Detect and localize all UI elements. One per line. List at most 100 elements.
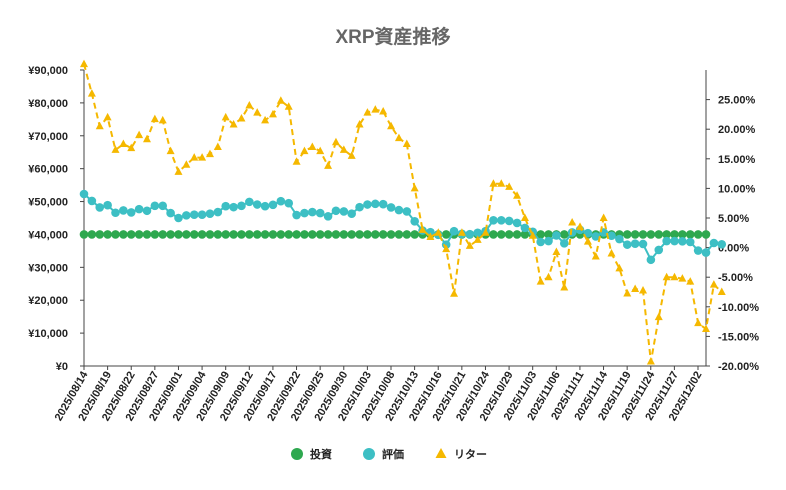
data-point	[347, 209, 356, 219]
data-point	[237, 114, 246, 122]
right-tick-label: -5.00%	[718, 272, 753, 284]
data-point	[126, 208, 136, 217]
data-point	[693, 246, 703, 255]
data-point	[150, 201, 160, 211]
data-point	[536, 237, 545, 247]
data-point	[622, 240, 632, 249]
data-point	[717, 287, 726, 295]
data-point	[639, 286, 648, 294]
data-point	[654, 312, 663, 321]
data-point	[410, 216, 419, 226]
data-point	[103, 200, 112, 210]
data-point	[450, 289, 459, 297]
left-tick-label: ¥80,000	[28, 98, 68, 110]
data-point	[276, 230, 286, 239]
data-point	[678, 274, 687, 282]
data-point	[638, 239, 648, 249]
data-point	[504, 216, 514, 226]
data-point	[654, 230, 664, 239]
data-point	[205, 230, 215, 239]
data-point	[709, 280, 718, 288]
data-point	[142, 230, 152, 239]
data-point	[213, 207, 223, 217]
data-point	[268, 109, 277, 118]
data-point	[441, 230, 451, 239]
data-point	[709, 238, 719, 248]
data-point	[434, 228, 443, 236]
data-point	[284, 230, 294, 239]
chart-title: XRP資産推移	[335, 25, 450, 48]
data-point	[135, 130, 144, 139]
data-point	[670, 236, 679, 246]
data-point	[111, 230, 120, 239]
data-point	[496, 230, 506, 239]
series-1	[79, 189, 727, 265]
data-point	[308, 207, 317, 217]
data-point	[158, 201, 168, 211]
data-point	[166, 208, 175, 218]
data-point	[418, 225, 427, 233]
data-point	[662, 230, 671, 239]
data-point	[662, 236, 671, 246]
data-point	[197, 230, 207, 239]
data-point	[158, 115, 167, 124]
data-point	[284, 102, 293, 110]
data-point	[103, 230, 112, 239]
data-point	[127, 143, 136, 152]
data-point	[552, 231, 561, 240]
data-point	[339, 230, 349, 239]
data-point	[654, 245, 664, 255]
data-point	[276, 196, 286, 206]
right-axis-ticks: -20.00% -15.00% -10.00% -5.00% 0.00% 5.00% 10.…	[706, 95, 759, 373]
data-point	[189, 210, 199, 220]
data-point	[544, 230, 553, 239]
data-point	[245, 101, 254, 109]
legend-marker	[435, 448, 447, 458]
data-point	[378, 230, 388, 239]
data-point	[512, 230, 522, 239]
data-point	[520, 213, 529, 221]
data-point	[347, 230, 356, 239]
data-point	[213, 230, 223, 239]
data-point	[457, 228, 466, 236]
data-point	[111, 145, 120, 153]
legend-label: 投資	[310, 447, 332, 461]
data-point	[126, 230, 136, 239]
left-axis-ticks: ¥0 ¥10,000 ¥20,000 ¥30,000 ¥40,000 ¥50,000 ¥60…	[28, 65, 84, 373]
data-point	[103, 112, 112, 121]
data-point	[717, 240, 727, 249]
right-tick-label: 15.00%	[718, 154, 756, 166]
data-point	[504, 230, 514, 239]
data-point	[347, 151, 356, 159]
data-point	[79, 230, 89, 239]
data-point	[308, 230, 317, 239]
data-point	[316, 146, 325, 155]
data-point	[331, 230, 341, 239]
left-tick-label: ¥60,000	[28, 164, 68, 176]
data-point	[324, 161, 333, 169]
left-tick-label: ¥90,000	[28, 65, 68, 77]
series-layer	[79, 59, 727, 365]
data-point	[702, 324, 710, 332]
data-point	[284, 198, 294, 208]
data-point	[685, 237, 695, 247]
data-point	[253, 108, 262, 116]
data-point	[544, 272, 553, 281]
left-tick-label: ¥30,000	[28, 262, 68, 274]
right-tick-label: 20.00%	[718, 124, 756, 136]
legend-marker	[363, 448, 375, 460]
data-point	[489, 216, 498, 225]
left-tick-label: ¥70,000	[28, 131, 68, 143]
data-point	[213, 142, 222, 150]
data-point	[607, 249, 616, 257]
data-point	[559, 239, 569, 248]
legend-marker	[291, 448, 303, 460]
data-point	[292, 230, 301, 239]
data-point	[394, 133, 403, 142]
data-point	[505, 182, 514, 190]
data-point	[134, 230, 144, 239]
data-point	[378, 199, 388, 209]
data-point	[701, 230, 711, 239]
data-point	[339, 207, 349, 216]
data-point	[473, 228, 482, 238]
